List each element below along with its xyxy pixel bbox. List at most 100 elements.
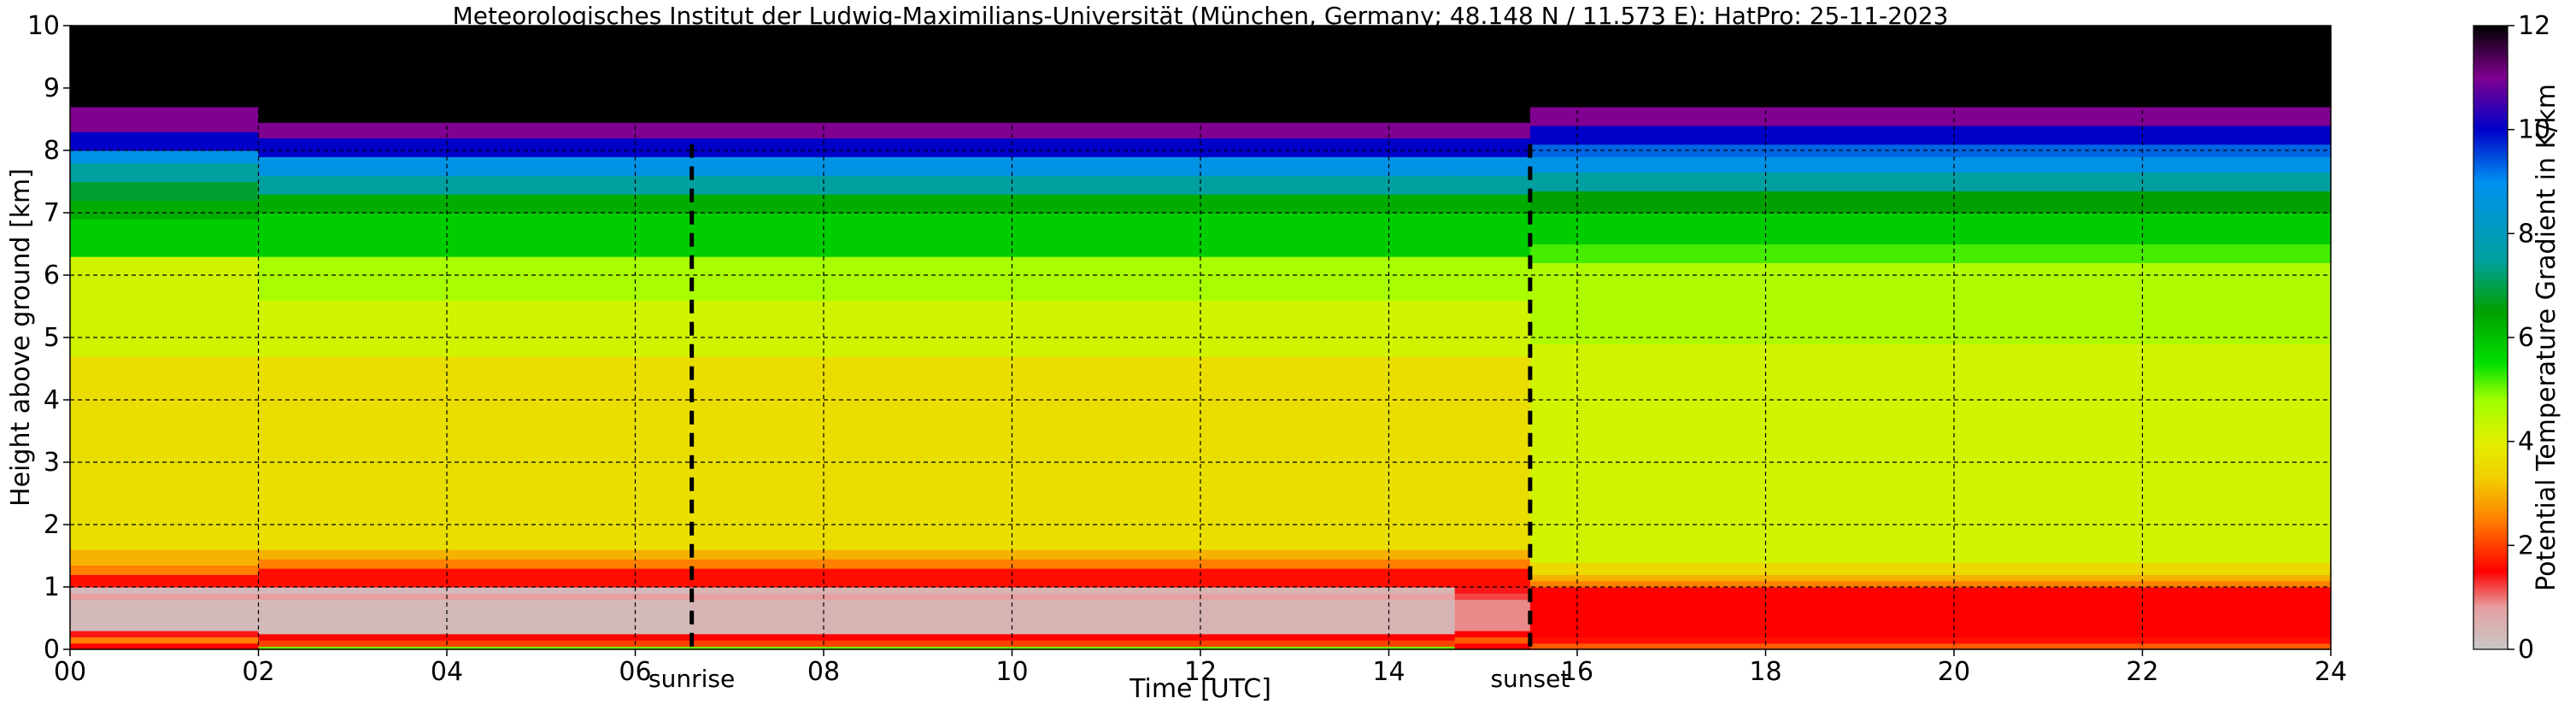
- y-axis: 0 1 2 3 4 5 6 7 8 9 10: [27, 11, 70, 665]
- heatmap-cell: [258, 355, 693, 550]
- heatmap-cell: [1529, 580, 2332, 588]
- heatmap-cell: [1529, 243, 2332, 263]
- heatmap-cell: [1529, 262, 2332, 344]
- heatmap-cell: [1529, 642, 2332, 650]
- heatmap-cell: [258, 138, 693, 157]
- y-tick-label: 4: [44, 385, 60, 415]
- grid: [70, 26, 2331, 649]
- x-tick-label: 08: [807, 657, 840, 687]
- colorbar-label: Potential Temperature Gradient in K/km: [2532, 84, 2561, 591]
- x-tick-label: 22: [2126, 657, 2158, 687]
- heatmap-cell: [691, 194, 1456, 214]
- heatmap-cell: [1529, 26, 2332, 108]
- heatmap-cell: [70, 599, 260, 631]
- heatmap-cell: [691, 568, 1456, 588]
- x-axis: 00 02 04 06 08 10 12 14 16 18 20 22 24: [54, 649, 2347, 687]
- x-tick-label: 12: [1184, 657, 1217, 687]
- heatmap-cell: [70, 162, 260, 183]
- y-tick-label: 3: [44, 448, 60, 478]
- heatmap-cell: [691, 559, 1456, 569]
- x-tick-label: 20: [1938, 657, 1970, 687]
- heatmap-cell: [691, 593, 1456, 601]
- y-tick-label: 9: [44, 73, 60, 103]
- heatmap-cell: [1529, 343, 2332, 563]
- sunset-label: sunset: [1490, 665, 1570, 693]
- heatmap-cell: [258, 122, 693, 138]
- heatmap-cell: [258, 640, 693, 647]
- heatmap-cell: [1454, 355, 1531, 550]
- heatmap-cell: [258, 26, 693, 123]
- heatmap-cell: [1454, 599, 1531, 631]
- colorbar-tick-label: 8: [2518, 219, 2534, 249]
- heatmap-cell: [70, 593, 260, 601]
- heatmap-cell: [691, 122, 1456, 138]
- heatmap-cell: [1529, 587, 2332, 637]
- heatmap-cell: [70, 642, 260, 650]
- day-markers: sunrise sunset: [648, 144, 1570, 693]
- heatmap-cell: [1529, 191, 2332, 214]
- heatmap-cell: [1454, 631, 1531, 637]
- sunrise-label: sunrise: [648, 665, 735, 693]
- x-tick-label: 10: [995, 657, 1028, 687]
- heatmap-cell: [258, 175, 693, 195]
- heatmap-cell: [691, 646, 1456, 650]
- x-tick-label: 18: [1749, 657, 1781, 687]
- heatmap-cell: [70, 355, 260, 550]
- colorbar-tick-label: 4: [2518, 427, 2534, 457]
- colorbar-tick-label: 6: [2518, 323, 2534, 353]
- heatmap-cell: [691, 175, 1456, 195]
- heatmap-cell: [70, 106, 260, 132]
- x-tick-label: 04: [431, 657, 463, 687]
- x-tick-label: 00: [54, 657, 86, 687]
- colorbar-tick-label: 12: [2518, 11, 2550, 41]
- x-tick-label: 24: [2315, 657, 2347, 687]
- y-tick-label: 10: [27, 11, 60, 41]
- heatmap-cell: [70, 150, 260, 164]
- heatmap-cell: [70, 181, 260, 201]
- heatmap-cell: [258, 156, 693, 176]
- x-tick-label: 16: [1561, 657, 1593, 687]
- heatmap-cell: [258, 549, 693, 560]
- heatmap-cell: [691, 633, 1456, 641]
- heatmap-cell: [70, 637, 260, 644]
- heatmap-cell: [1454, 300, 1531, 357]
- heatmap: [70, 26, 2332, 650]
- y-tick-label: 5: [44, 323, 60, 353]
- y-axis-label: Height above ground [km]: [6, 168, 36, 507]
- heatmap-cell: [1529, 637, 2332, 644]
- heatmap-cell: [691, 138, 1456, 157]
- heatmap-cell: [1529, 106, 2332, 126]
- heatmap-cell: [1454, 194, 1531, 214]
- heatmap-cell: [70, 587, 260, 594]
- y-tick-label: 7: [44, 198, 60, 228]
- heatmap-cell: [691, 587, 1456, 594]
- heatmap-cell: [258, 587, 693, 594]
- colorbar-ticks: 0 2 4 6 8 10 12: [2508, 11, 2550, 665]
- heatmap-cell: [258, 194, 693, 214]
- heatmap-cell: [691, 640, 1456, 647]
- heatmap-cell: [70, 26, 260, 108]
- x-axis-label: Time [UTC]: [1129, 674, 1271, 704]
- heatmap-cell: [1529, 144, 2332, 157]
- heatmap-cell: [691, 256, 1456, 301]
- heatmap-cell: [691, 355, 1456, 550]
- heatmap-cell: [258, 599, 693, 635]
- heatmap-cell: [1529, 574, 2332, 582]
- colorbar-tick-label: 10: [2518, 115, 2550, 145]
- heatmap-cell: [1454, 593, 1531, 601]
- heatmap-cell: [70, 200, 260, 220]
- colorbar-gradient: [2473, 25, 2509, 650]
- heatmap-cell: [1454, 213, 1531, 257]
- heatmap-cell: [258, 593, 693, 601]
- y-tick-label: 2: [44, 510, 60, 540]
- plot-area: sunrise sunset: [69, 25, 2332, 693]
- heatmap-cell: [1454, 175, 1531, 195]
- heatmap-cell: [1454, 642, 1531, 650]
- heatmap-cell: [1529, 561, 2332, 575]
- heatmap-cell: [70, 631, 260, 637]
- x-tick-label: 14: [1372, 657, 1405, 687]
- heatmap-cell: [258, 256, 693, 301]
- y-tick-label: 8: [44, 136, 60, 166]
- heatmap-cell: [1529, 125, 2332, 145]
- heatmap-cell: [1454, 587, 1531, 594]
